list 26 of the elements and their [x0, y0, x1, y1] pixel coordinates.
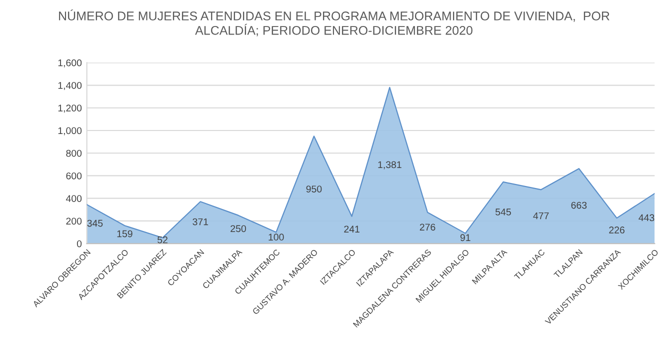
y-tick-label: 600	[66, 172, 82, 180]
y-tick-label: 1,200	[58, 104, 82, 113]
text: 241	[344, 226, 360, 232]
y-tick-label: 1,400	[58, 82, 82, 90]
text: 477	[533, 212, 549, 220]
y-tick-label: 1,000	[58, 127, 82, 136]
text: 100	[268, 234, 284, 241]
text: 276	[420, 224, 436, 231]
text: 250	[230, 225, 246, 232]
text: 663	[571, 202, 587, 209]
text: 371	[192, 218, 208, 226]
text: 545	[496, 208, 511, 216]
text: 950	[306, 186, 322, 192]
chart-title: NÚMERO DE MUJERES ATENDIDAS EN EL PROGRAMA MEJORAMIENTO DE VIVIENDA, POR ALCALDÍA; PERIODO ENERO-DICIEMBRE 2020	[59, 9, 610, 36]
text: 226	[609, 226, 624, 234]
text: 345	[87, 220, 103, 227]
y-tick-label: 1,600	[58, 59, 82, 68]
y-tick-label: 200	[66, 218, 82, 225]
y-tick-label: 400	[66, 195, 82, 202]
text: 1,381	[378, 161, 402, 170]
y-tick-label: 800	[66, 150, 82, 157]
text: 159	[117, 230, 132, 238]
y-tick-label: 0	[76, 240, 82, 248]
text: 91	[460, 234, 470, 242]
text: 443	[638, 214, 654, 222]
text: 52	[158, 236, 168, 244]
